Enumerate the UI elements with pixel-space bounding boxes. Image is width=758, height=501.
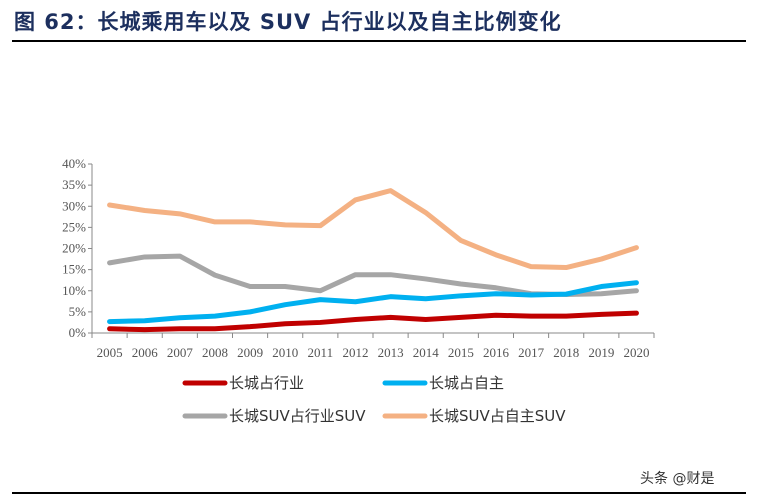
legend-label: 长城占行业	[229, 374, 304, 392]
x-tick-label: 2005	[97, 345, 123, 360]
y-tick-label: 0%	[69, 325, 87, 340]
x-tick-label: 2012	[342, 345, 368, 360]
series-line-3	[107, 188, 639, 271]
y-tick-label: 35%	[62, 177, 86, 192]
watermark: 头条 @财是	[640, 471, 715, 487]
x-tick-label: 2019	[588, 345, 614, 360]
x-tick-label: 2010	[272, 345, 298, 360]
y-tick-label: 40%	[62, 156, 86, 171]
y-tick-label: 15%	[62, 262, 86, 277]
series-line-1	[107, 280, 639, 325]
x-tick-label: 2013	[378, 345, 404, 360]
y-tick-label: 20%	[62, 241, 86, 256]
series-line-0	[107, 310, 639, 333]
x-tick-label: 2015	[448, 345, 474, 360]
legend-label: 长城SUV占行业SUV	[229, 407, 366, 425]
legend-label: 长城占自主	[429, 374, 504, 392]
x-tick-label: 2008	[202, 345, 228, 360]
x-tick-label: 2016	[483, 345, 510, 360]
x-tick-label: 2006	[132, 345, 159, 360]
figure-title: 图 62：长城乘用车以及 SUV 占行业以及自主比例变化	[14, 10, 562, 34]
bottom-rule	[12, 492, 746, 494]
x-tick-label: 2007	[167, 345, 194, 360]
x-tick-label: 2018	[553, 345, 579, 360]
y-tick-label: 30%	[62, 198, 86, 213]
y-tick-label: 10%	[62, 283, 86, 298]
x-tick-label: 2020	[623, 345, 649, 360]
x-tick-label: 2014	[413, 345, 440, 360]
y-tick-label: 5%	[69, 304, 87, 319]
top-rule	[12, 40, 746, 42]
x-tick-label: 2017	[518, 345, 545, 360]
series-line-2	[107, 253, 639, 298]
x-tick-label: 2009	[237, 345, 263, 360]
legend-label: 长城SUV占自主SUV	[429, 407, 566, 425]
y-tick-label: 25%	[62, 219, 86, 234]
x-tick-label: 2011	[308, 345, 334, 360]
